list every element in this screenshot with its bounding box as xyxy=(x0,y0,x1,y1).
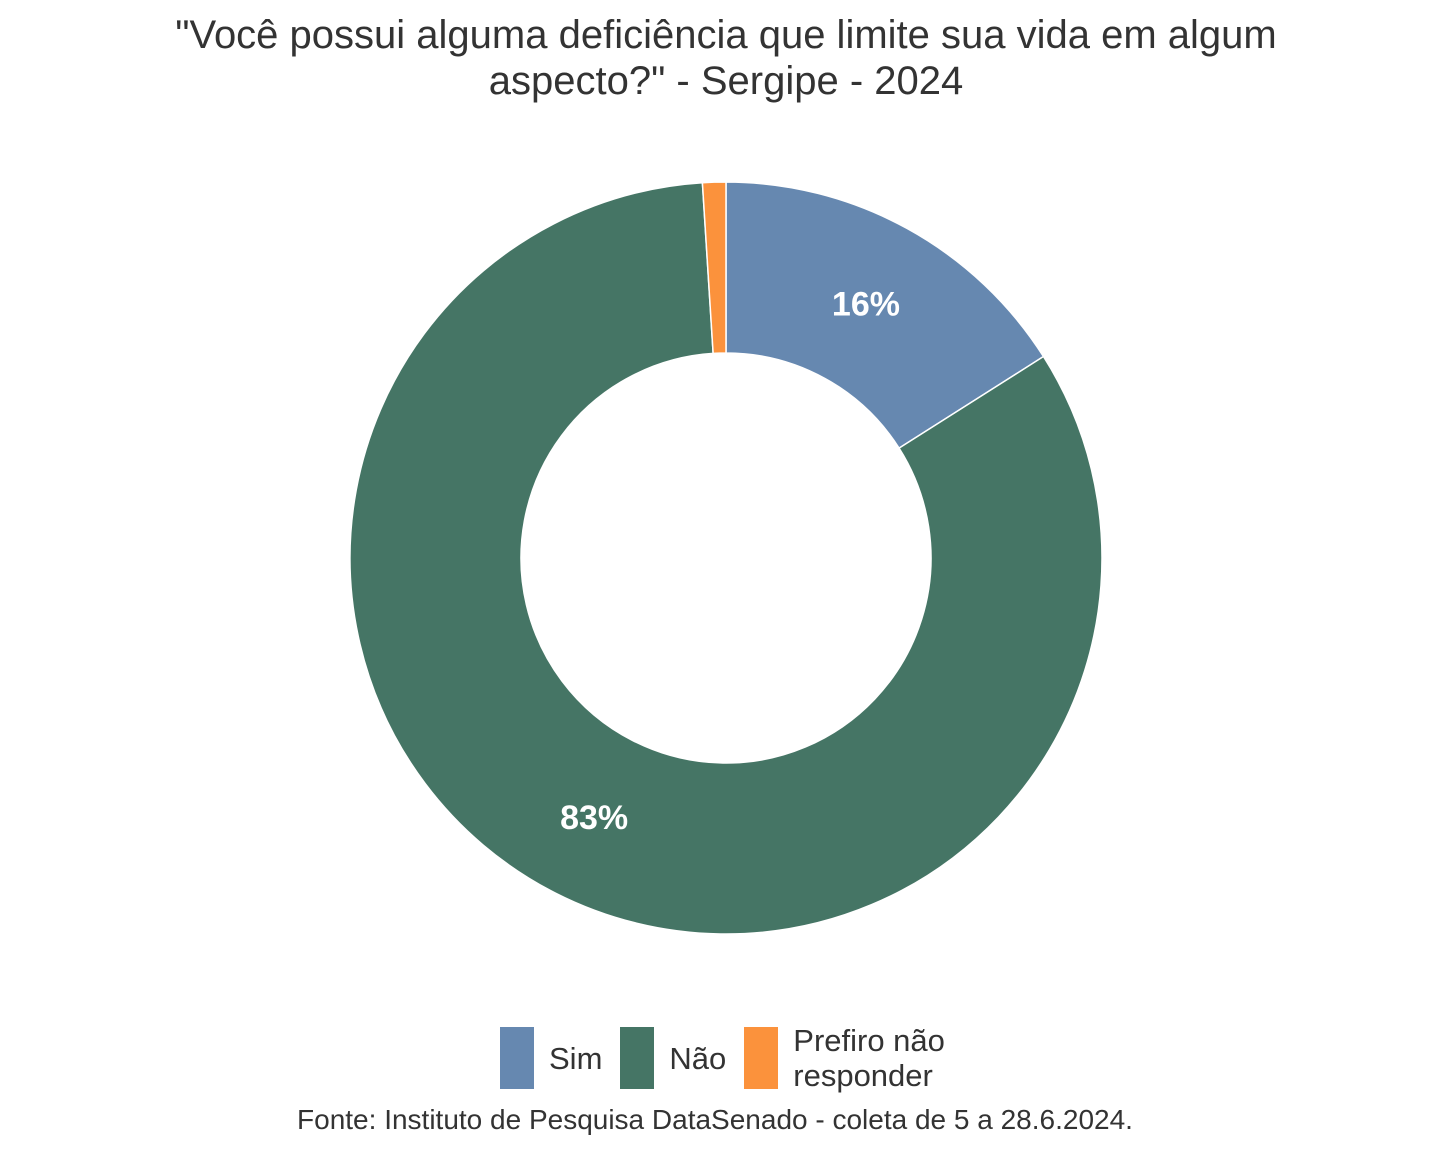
legend-item-nao: Não xyxy=(620,1027,726,1089)
donut-data-labels: 16% 83% xyxy=(560,285,900,836)
legend: Sim Não Prefiro não responder xyxy=(500,1023,976,1093)
legend-item-prefiro-nao-responder: Prefiro não responder xyxy=(744,1023,958,1093)
legend-label-prefiro-nao-responder: Prefiro não responder xyxy=(793,1023,945,1093)
legend-swatch-nao xyxy=(620,1027,655,1089)
chart-title: "Você possui alguma deficiência que limi… xyxy=(0,12,1440,104)
donut-slices xyxy=(349,181,1103,935)
slice-prefiro-nao-responder xyxy=(701,181,727,355)
legend-swatch-prefiro-nao-responder xyxy=(744,1027,779,1089)
legend-item-sim: Sim xyxy=(500,1027,602,1089)
data-label-nao: 83% xyxy=(560,799,628,837)
slice-sim xyxy=(725,181,1045,450)
data-label-sim: 16% xyxy=(832,285,900,323)
legend-swatch-sim xyxy=(500,1027,534,1089)
legend-label-nao: Não xyxy=(669,1040,727,1076)
slice-nao xyxy=(349,181,1103,935)
chart-title-line-1: "Você possui alguma deficiência que limi… xyxy=(175,13,1277,57)
source-caption: Fonte: Instituto de Pesquisa DataSenado … xyxy=(297,1104,1133,1135)
chart-title-line-2: aspecto?" - Sergipe - 2024 xyxy=(488,59,964,103)
legend-label-sim: Sim xyxy=(549,1040,603,1076)
